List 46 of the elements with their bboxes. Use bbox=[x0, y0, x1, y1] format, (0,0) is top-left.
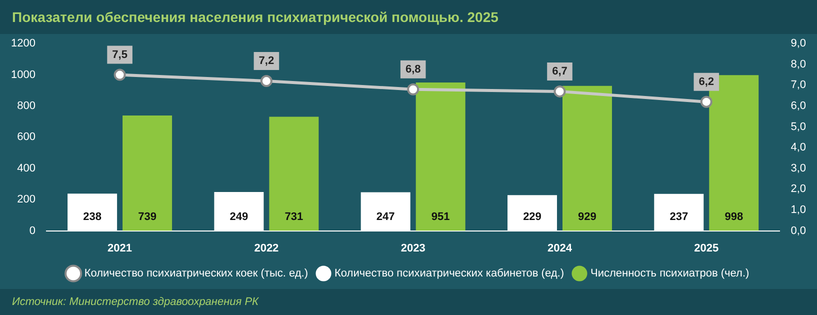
y-tick-label: 800 bbox=[17, 100, 36, 112]
data-label: 929 bbox=[578, 210, 596, 223]
y-tick-label: 400 bbox=[17, 162, 36, 174]
y2-tick-label: 1,0 bbox=[790, 204, 806, 216]
data-label: 998 bbox=[724, 210, 744, 223]
data-label: 7,5 bbox=[112, 48, 128, 61]
y-tick-label: 0 bbox=[29, 224, 36, 237]
data-label: 247 bbox=[376, 210, 395, 223]
y2-tick-label: 0,0 bbox=[790, 224, 806, 237]
y2-tick-label: 3,0 bbox=[790, 162, 806, 174]
y-tick-label: 1200 bbox=[10, 38, 36, 50]
bar bbox=[416, 82, 466, 231]
data-label: 238 bbox=[83, 210, 102, 223]
legend-label: Количество психиатрических коек (тыс. ед.) bbox=[84, 268, 308, 280]
y2-tick-label: 7,0 bbox=[790, 79, 806, 92]
data-label: 249 bbox=[230, 210, 248, 223]
data-label: 6,8 bbox=[405, 63, 421, 76]
legend-label: Численность психиатров (чел.) bbox=[590, 268, 750, 280]
data-label: 229 bbox=[523, 210, 542, 223]
data-label: 951 bbox=[431, 210, 450, 223]
data-label: 237 bbox=[670, 210, 688, 223]
y2-tick-label: 2,0 bbox=[790, 183, 806, 196]
x-tick-label: 2023 bbox=[400, 242, 426, 254]
y-tick-label: 600 bbox=[17, 131, 36, 144]
bar bbox=[562, 86, 612, 231]
x-tick-label: 2021 bbox=[108, 242, 132, 254]
y2-tick-label: 4,0 bbox=[790, 142, 806, 154]
chart-title: Показатели обеспечения населения психиатрической помощью. 2025 bbox=[0, 0, 817, 34]
data-label: 6,7 bbox=[552, 65, 568, 78]
y2-tick-label: 9,0 bbox=[790, 38, 806, 50]
data-label: 731 bbox=[284, 210, 304, 223]
y-tick-label: 200 bbox=[17, 194, 36, 206]
bar bbox=[122, 116, 172, 231]
y-tick-label: 1000 bbox=[10, 68, 36, 81]
y2-tick-label: 5,0 bbox=[790, 120, 806, 133]
bar bbox=[269, 116, 319, 231]
data-label: 739 bbox=[138, 210, 156, 223]
text: Источник: Министерство здравоохранения РК bbox=[0, 289, 817, 315]
y2-tick-label: 8,0 bbox=[790, 58, 806, 70]
legend-label: Количество психиатрических кабинетов (ед.) bbox=[334, 268, 564, 280]
x-tick-label: 2024 bbox=[547, 242, 573, 254]
data-label: 6,2 bbox=[698, 76, 714, 88]
x-tick-label: 2025 bbox=[694, 242, 719, 254]
data-label: 7,2 bbox=[258, 55, 274, 68]
y2-tick-label: 6,0 bbox=[790, 100, 806, 112]
x-tick-label: 2022 bbox=[254, 242, 279, 254]
